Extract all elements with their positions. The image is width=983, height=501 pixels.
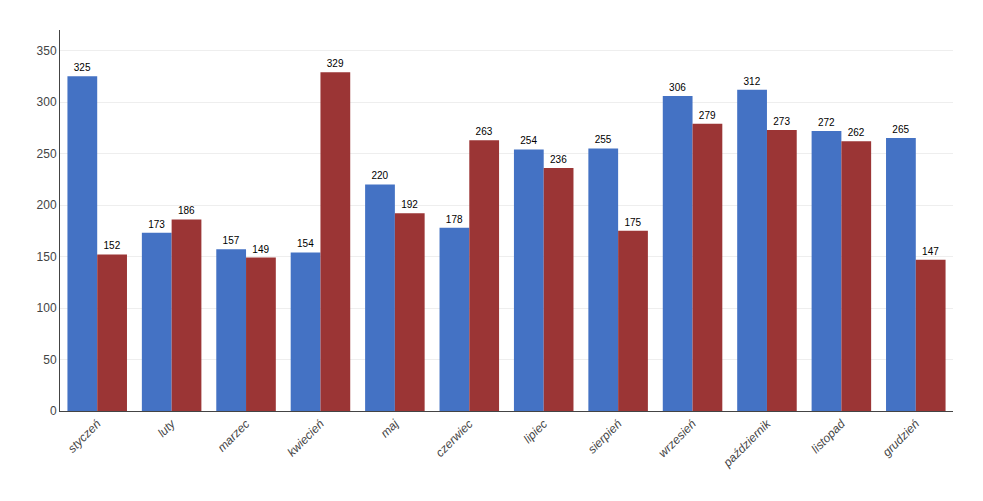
- svg-text:178: 178: [446, 214, 463, 225]
- svg-text:147: 147: [922, 246, 939, 257]
- svg-text:350: 350: [37, 44, 57, 58]
- svg-text:273: 273: [773, 116, 790, 127]
- svg-text:186: 186: [178, 205, 195, 216]
- svg-text:175: 175: [624, 217, 641, 228]
- svg-text:265: 265: [892, 124, 909, 135]
- svg-text:173: 173: [148, 219, 165, 230]
- svg-text:255: 255: [595, 134, 612, 145]
- svg-text:lipiec: lipiec: [521, 417, 550, 446]
- svg-text:sierpień: sierpień: [585, 417, 625, 457]
- svg-text:marzec: marzec: [215, 417, 253, 455]
- svg-text:192: 192: [401, 199, 418, 210]
- svg-text:262: 262: [848, 127, 865, 138]
- svg-text:200: 200: [37, 198, 57, 212]
- svg-text:0: 0: [50, 404, 57, 418]
- svg-text:czerwiec: czerwiec: [433, 417, 476, 460]
- svg-text:236: 236: [550, 154, 567, 165]
- svg-text:150: 150: [37, 250, 57, 264]
- svg-text:styczeń: styczeń: [65, 417, 104, 456]
- svg-text:312: 312: [744, 76, 761, 87]
- svg-text:kwiecień: kwiecień: [284, 417, 327, 460]
- svg-text:306: 306: [669, 82, 686, 93]
- svg-text:październik: październik: [720, 416, 774, 470]
- svg-text:272: 272: [818, 117, 835, 128]
- svg-text:254: 254: [520, 135, 537, 146]
- svg-text:300: 300: [37, 95, 57, 109]
- svg-text:157: 157: [223, 235, 240, 246]
- svg-text:263: 263: [476, 126, 493, 137]
- svg-text:wrzesień: wrzesień: [656, 417, 700, 461]
- svg-text:250: 250: [37, 147, 57, 161]
- svg-text:luty: luty: [155, 416, 179, 440]
- svg-text:maj: maj: [378, 417, 402, 441]
- svg-text:279: 279: [699, 110, 716, 121]
- svg-text:50: 50: [43, 353, 57, 367]
- svg-text:325: 325: [74, 62, 91, 73]
- svg-text:329: 329: [327, 58, 344, 69]
- svg-text:grudzień: grudzień: [880, 417, 923, 460]
- svg-text:152: 152: [104, 240, 121, 251]
- svg-text:listopad: listopad: [809, 417, 848, 456]
- svg-text:149: 149: [252, 244, 269, 255]
- svg-text:154: 154: [297, 238, 314, 249]
- svg-text:100: 100: [37, 301, 57, 315]
- svg-text:220: 220: [371, 170, 388, 181]
